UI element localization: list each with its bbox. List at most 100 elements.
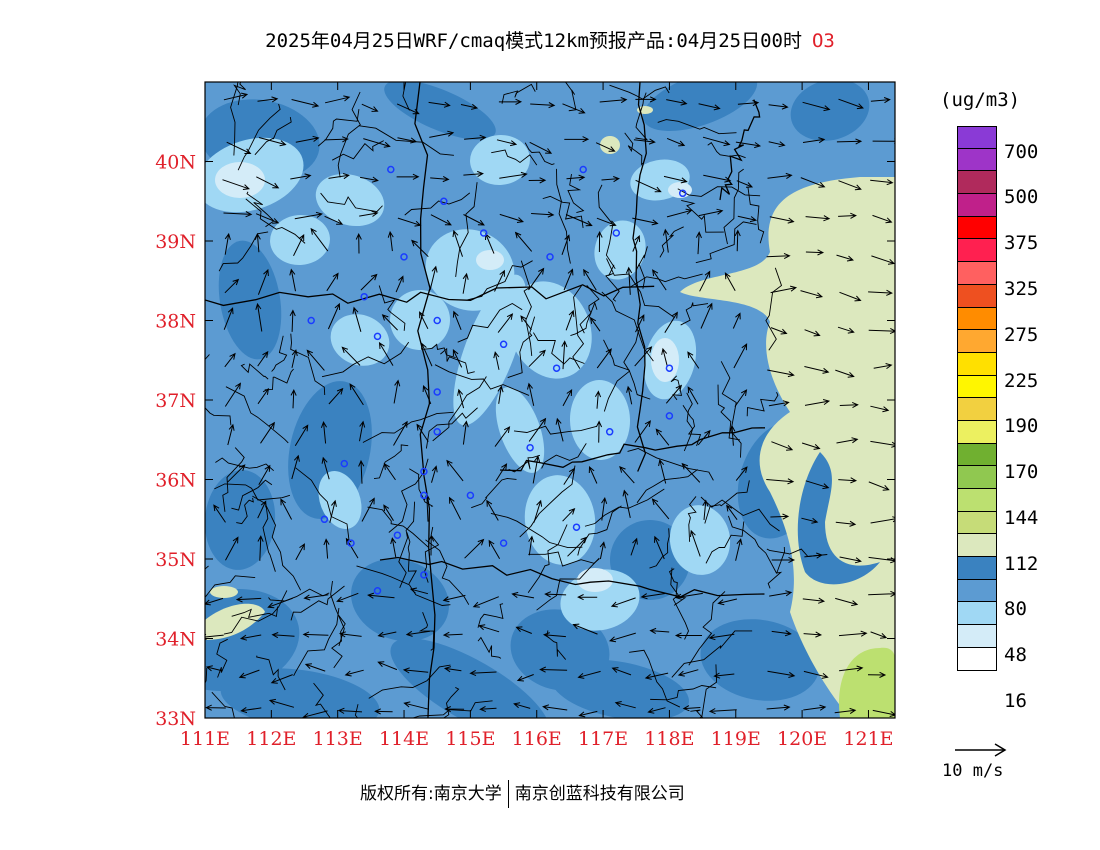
wind-arrow [539, 666, 568, 673]
wind-arrow [562, 388, 573, 407]
wind-arrow [462, 272, 469, 294]
concentration-contour [210, 586, 238, 598]
wind-arrow [770, 327, 788, 335]
wind-arrow [542, 632, 566, 639]
wind-arrow [227, 464, 246, 483]
wind-arrow [870, 97, 891, 104]
wind-arrow [633, 138, 656, 145]
wind-arrow [290, 388, 297, 409]
legend-swatch [957, 511, 997, 535]
wind-arrow [235, 596, 262, 603]
wind-arrow [555, 417, 564, 442]
city-marker [420, 571, 428, 579]
wind-arrow [378, 341, 394, 366]
legend-swatch [957, 625, 997, 648]
wind-arrow [213, 504, 226, 523]
wind-arrow [532, 455, 541, 484]
legend-swatch [957, 443, 997, 467]
wind-arrow [359, 420, 366, 442]
wind-arrow [528, 417, 547, 442]
city-marker [479, 229, 488, 237]
wind-arrow [544, 591, 567, 598]
wind-arrow [291, 349, 298, 368]
wind-arrow [240, 706, 262, 714]
city-marker [546, 253, 554, 261]
wind-arrow [497, 385, 504, 404]
wind-arrow [681, 462, 701, 483]
wind-arrow [663, 175, 688, 184]
wind-arrow [770, 513, 790, 520]
city-marker [320, 515, 329, 524]
legend-level-label: 112 [1004, 553, 1039, 575]
wind-arrow [609, 632, 636, 643]
color-legend [957, 126, 997, 671]
wind-arrow [771, 441, 794, 451]
city-marker [499, 340, 508, 349]
legend-swatch [957, 239, 997, 263]
concentration-contour [700, 619, 820, 701]
wind-arrow [303, 594, 329, 601]
wind-arrow [326, 272, 339, 292]
wind-arrow [800, 177, 826, 188]
wind-arrow [700, 302, 713, 329]
lon-tick-label: 121E [843, 728, 893, 750]
concentration-contour [476, 250, 504, 270]
city-marker [347, 539, 355, 547]
city-marker [605, 428, 614, 436]
lat-tick-label: 40N [155, 152, 196, 174]
wind-arrow [713, 672, 735, 679]
wind-arrow [644, 672, 669, 680]
wind-arrow [290, 173, 312, 180]
wind-arrow [377, 661, 398, 671]
wind-arrow [257, 350, 269, 367]
wind-arrow [227, 423, 235, 446]
wind-arrow [737, 100, 760, 107]
wind-arrow [769, 590, 793, 597]
city-marker [433, 428, 441, 436]
wind-arrow [674, 632, 702, 639]
wind-arrow [583, 268, 597, 291]
wind-arrow [563, 467, 575, 485]
wind-arrow [698, 208, 724, 217]
wind-arrow [304, 663, 326, 672]
wind-arrow [479, 705, 497, 713]
legend-level-label: 325 [1004, 278, 1039, 300]
wind-arrow [594, 390, 602, 409]
legend-swatch [957, 579, 997, 603]
wind-arrow [462, 420, 469, 445]
wind-arrow [726, 504, 738, 520]
wind-arrow [626, 385, 633, 405]
wind-arrow [280, 498, 293, 520]
wind-arrow [805, 480, 830, 490]
city-marker [665, 412, 674, 420]
city-marker [393, 531, 402, 539]
axis-ticks [204, 82, 895, 719]
wind-arrow [381, 314, 398, 331]
lon-tick-label: 118E [644, 728, 694, 750]
wind-arrow [403, 701, 430, 710]
wind-arrow [599, 541, 606, 560]
wind-arrow [664, 311, 678, 333]
wind-arrow [255, 213, 280, 224]
legend-level-label: 144 [1004, 507, 1039, 529]
wind-arrow [870, 631, 888, 639]
wind-arrow [205, 665, 223, 672]
wind-arrow [802, 137, 826, 144]
wind-arrow [596, 348, 612, 369]
wind-arrow [838, 180, 862, 191]
wind-arrow [565, 309, 575, 331]
concentration-contour [790, 82, 870, 141]
wind-arrow [226, 141, 252, 154]
legend-swatch [957, 216, 997, 240]
chart-title: 2025年04月25日WRF/cmaq模式12km预报产品:04月25日00时 O… [0, 26, 1100, 53]
wind-arrow [452, 310, 462, 330]
wind-arrow [736, 180, 754, 188]
legend-level-label: 16 [1004, 690, 1027, 712]
map-content [205, 82, 895, 718]
wind-arrow [223, 92, 249, 101]
wind-arrow [291, 454, 300, 480]
wind-arrow [395, 275, 404, 293]
wind-arrow [323, 538, 330, 559]
wind-arrow [257, 96, 279, 103]
wind-arrow [457, 388, 465, 409]
